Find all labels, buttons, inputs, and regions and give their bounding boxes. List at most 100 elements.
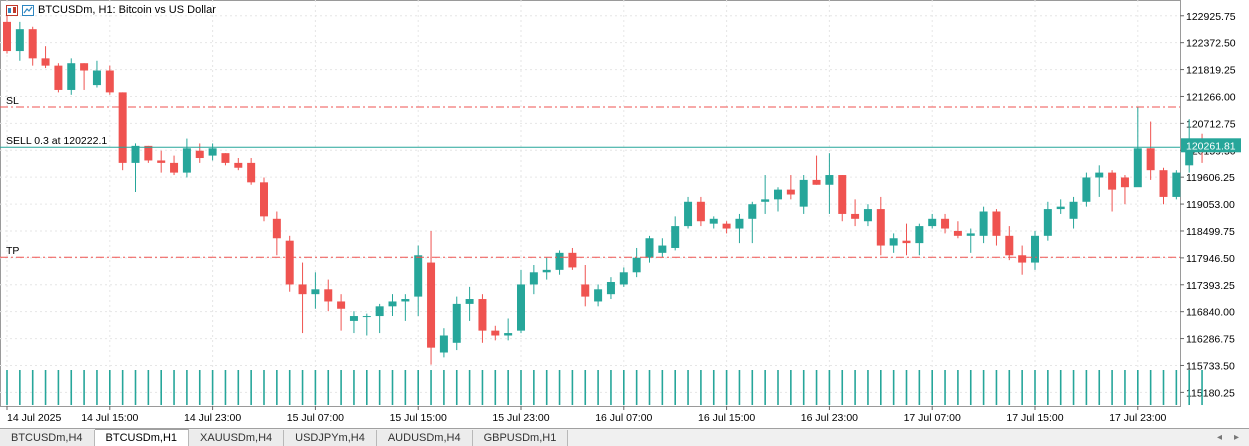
candle-body [1133,148,1142,188]
tab-gbpusdm-h1[interactable]: GBPUSDm,H1 [472,430,569,446]
x-tick-label: 16 Jul 07:00 [595,412,652,424]
candle-body [67,63,76,90]
candle-body [632,257,641,273]
candle-body [80,63,89,71]
price-chart[interactable]: 122925.75 122372.50 121819.25 121266.00 1207… [0,0,1249,428]
y-tick-label: 120712.75 [1186,118,1236,130]
candle-body [452,303,461,343]
candle-body [414,255,423,297]
candle-body [182,148,191,173]
candle-body [41,58,50,66]
candle-body [427,262,436,348]
candle-body [478,299,487,331]
candle-body [118,92,127,163]
candle-body [1095,172,1104,178]
candle-body [838,175,847,214]
candle-body [774,189,782,200]
candle-body [761,199,770,202]
candle-body [594,289,603,302]
candle-body [915,226,924,244]
candle-body [979,211,988,236]
candle-body [170,162,179,173]
candle-body [581,284,590,297]
candle-body [131,145,140,163]
candle-body [401,299,410,302]
candle-body [349,316,358,321]
candle-body [876,209,885,246]
y-tick-label: 118499.75 [1186,226,1235,238]
tab-btcusdm-h1[interactable]: BTCUSDm,H1 [94,429,190,446]
candle-body [92,70,101,86]
candle-body [337,301,346,309]
candle-body [1043,209,1052,236]
sl-label: SL [6,95,19,107]
x-tick-label: 15 Jul 07:00 [287,412,344,424]
current-price-label: 120261.81 [1186,140,1236,152]
candle-body [15,29,24,52]
candle-body [1069,201,1078,219]
plot-area [0,0,1181,407]
candle-body [1082,177,1091,202]
y-tick-label: 121266.00 [1186,91,1236,103]
tab-xauusdm-h4[interactable]: XAUUSDm,H4 [189,430,285,446]
candle-body [221,153,230,163]
candle-body [388,301,397,307]
tab-usdjpym-h4[interactable]: USDJPYm,H4 [284,430,377,446]
candle-body [722,223,731,229]
candle-body [812,179,821,185]
candle-body [375,306,384,317]
candle-body [696,201,705,222]
tab-btcusdm-h4[interactable]: BTCUSDm,H4 [0,430,95,446]
candle-body [1185,141,1194,166]
candle-body [1018,255,1027,263]
candle-body [1120,177,1129,188]
scroll-right-icon[interactable]: ▸ [1233,431,1239,443]
chart-title-bar: BTCUSDm, H1: Bitcoin vs US Dollar [6,4,216,16]
candle-body [1159,170,1168,197]
candle-body [504,333,513,336]
candle-body [1056,206,1065,210]
y-tick-label: 116840.00 [1186,307,1235,319]
y-tick-label: 119053.00 [1186,199,1235,211]
candle-body [439,335,448,353]
candle-body [735,218,744,229]
chart-tabs-bar: BTCUSDm,H4 BTCUSDm,H1 XAUUSDm,H4 USDJPYm… [0,428,1249,446]
candle-body [966,233,975,236]
candle-body [992,211,1001,236]
x-tick-label: 16 Jul 15:00 [698,412,755,424]
candle-body [606,282,615,295]
x-tick-label: 16 Jul 23:00 [801,412,858,424]
sell-order-label: SELL 0.3 at 120222.1 [6,135,107,147]
candle-body [362,316,371,318]
candle-body [311,289,320,295]
candle-body [568,252,577,268]
candle-body [825,175,834,185]
candle-body [1031,235,1039,263]
chart-window-icon[interactable] [6,4,18,16]
y-tick-label: 119606.25 [1186,172,1235,184]
candle-body [247,162,256,183]
x-tick-label: 14 Jul 2025 [7,412,61,424]
candle-body [684,201,693,227]
candle-body [208,148,217,156]
candle-body [851,213,860,219]
candle-body [260,182,268,217]
x-tick-label: 15 Jul 15:00 [390,412,447,424]
scroll-left-icon[interactable]: ◂ [1216,431,1222,443]
chart-type-icon[interactable] [22,4,34,16]
candle-body [902,240,911,244]
candle-body [1146,148,1155,171]
candle-body [517,284,525,331]
candle-body [324,289,333,302]
candle-body [709,218,718,224]
candle-body [195,150,204,159]
tab-nav: ◂ ▸ [1217,429,1239,445]
current-price-tag [1181,138,1241,153]
candle-body [941,218,950,229]
candle-body [3,21,11,52]
tab-audusdm-h4[interactable]: AUDUSDm,H4 [376,430,473,446]
candle-body [619,272,628,285]
candle-body [555,252,564,270]
candle-body [786,189,795,195]
candle-body [1172,172,1181,197]
